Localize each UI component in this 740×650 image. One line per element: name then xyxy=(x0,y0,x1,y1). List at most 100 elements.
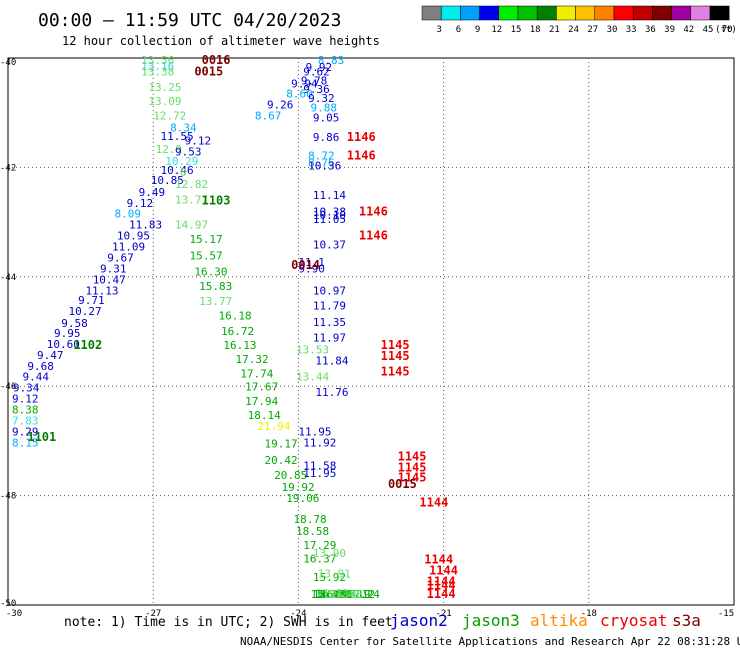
wave-height-value: 9.12 xyxy=(185,134,212,147)
wave-height-value: 12.9 xyxy=(156,143,183,156)
wave-height-value: 11.76 xyxy=(315,386,348,399)
wave-height-value: 9.90 xyxy=(298,262,325,275)
colorbar-swatch xyxy=(594,5,615,21)
pass-time-label: 1103 xyxy=(202,194,231,208)
wave-height-value: 20.42 xyxy=(265,454,298,467)
wave-height-value: 9.78 xyxy=(301,74,328,87)
colorbar-swatch xyxy=(632,5,653,21)
wave-height-value: 13.25 xyxy=(148,81,181,94)
wave-height-value: 14.98 xyxy=(330,588,363,601)
wave-height-value: 9.12 xyxy=(12,393,39,406)
pass-time-label: 1144 xyxy=(427,574,456,588)
wave-height-value: 9.36 xyxy=(303,83,330,96)
wave-height-value: 18.78 xyxy=(294,513,327,526)
wave-height-value: 11.55 xyxy=(160,130,193,143)
colorbar-swatch xyxy=(479,5,500,21)
wave-height-value: 17.24 xyxy=(347,588,380,601)
wave-height-value: 19.17 xyxy=(265,437,298,450)
legend-entry-jason3: jason3 xyxy=(462,611,520,630)
wave-height-value: 11.14 xyxy=(313,189,346,202)
wave-height-value: 13.09 xyxy=(148,95,181,108)
wave-height-value: 11.97 xyxy=(313,331,346,344)
colorbar-swatch xyxy=(671,5,692,21)
wave-height-value: 17.94 xyxy=(245,395,278,408)
wave-height-value: 9.44 xyxy=(23,371,50,384)
wave-height-value: 9.29 xyxy=(12,425,39,438)
wave-height-value: 12.72 xyxy=(153,109,186,122)
colorbar-legend: 3 6 9 12 15 18 21 24 27 30 33 36 39 42 45 70(ft) xyxy=(421,5,737,35)
wave-height-value: 15.83 xyxy=(199,280,232,293)
wave-height-value: 9.58 xyxy=(61,317,88,330)
colorbar-swatch xyxy=(440,5,461,21)
wave-height-value: 14.97 xyxy=(175,219,208,232)
wave-height-value: 10.46 xyxy=(160,164,193,177)
wave-height-value: 8.09 xyxy=(114,208,141,221)
wave-height-value: 16.30 xyxy=(194,266,227,279)
wave-height-value: 16.12 xyxy=(342,588,375,601)
colorbar-label: 24 xyxy=(568,25,579,35)
wave-height-value: 20.85 xyxy=(274,469,307,482)
colorbar-label: 9 xyxy=(475,25,480,35)
wave-height-value: 18.14 xyxy=(248,409,281,422)
wave-height-value: 13.77 xyxy=(175,194,208,207)
pass-time-label: 1144 xyxy=(419,496,448,510)
note-text: note: 1) Time is in UTC; 2) SWH is in fe… xyxy=(64,615,393,630)
pass-time-label: 1146 xyxy=(359,229,388,243)
colorbar-label: 18 xyxy=(530,25,541,35)
wave-height-value: 10.36 xyxy=(308,160,341,173)
wave-height-value: 11.83 xyxy=(129,219,162,232)
pass-time-label: 1144 xyxy=(424,552,453,566)
wave-height-value: 19.06 xyxy=(286,492,319,505)
wave-height-value: 8.34 xyxy=(170,121,197,134)
colorbar-swatch xyxy=(709,5,730,21)
pass-time-label: 0015 xyxy=(388,477,417,491)
wave-height-value: 9.31 xyxy=(100,262,127,275)
pass-time-label: 1146 xyxy=(347,130,376,144)
pass-time-label: 1144 xyxy=(429,563,458,577)
wave-height-value: 9.12 xyxy=(127,197,154,210)
pass-time-label: 0014 xyxy=(291,258,320,272)
colorbar-label: 6 xyxy=(456,25,461,35)
pass-time-label: 1145 xyxy=(381,338,410,352)
legend-entry-s3a: s3a xyxy=(672,611,701,630)
wave-height-value: 15.41 xyxy=(327,588,360,601)
colorbar-label: 12 xyxy=(491,25,502,35)
wave-height-value: 9.26 xyxy=(267,98,294,111)
pass-time-label: 1144 xyxy=(427,587,456,601)
wave-height-value: 13.38 xyxy=(141,66,174,79)
y-tick-label: -50 xyxy=(0,599,16,609)
wave-height-value: 12.82 xyxy=(175,178,208,191)
wave-height-value: 11.58 xyxy=(303,459,336,472)
colorbar-unit: (ft) xyxy=(715,25,737,35)
wave-height-value: 9.34 xyxy=(13,382,40,395)
wave-height-value: 11.95 xyxy=(298,425,331,438)
pass-time-label: 1145 xyxy=(381,349,410,363)
y-tick-label: -48 xyxy=(0,492,16,502)
wave-height-value: 9.95 xyxy=(54,327,80,340)
colorbar-swatch xyxy=(460,5,480,21)
wave-height-value: 9.62 xyxy=(303,66,330,79)
wave-height-value: 11.09 xyxy=(112,241,145,254)
wave-height-value: 10.85 xyxy=(151,174,184,187)
pass-time-label: 0015 xyxy=(194,65,223,79)
pass-time-label: 1144 xyxy=(427,579,456,593)
colorbar-swatch xyxy=(498,5,519,21)
wave-height-value: 8.72 xyxy=(308,150,335,163)
wave-height-value: 8.67 xyxy=(255,109,282,122)
wave-height-value: 13.84 xyxy=(323,588,356,601)
wave-height-value: 13.53 xyxy=(296,343,329,356)
wave-height-value: 16.18 xyxy=(219,309,252,322)
wave-height-value: 19.92 xyxy=(281,481,314,494)
pass-time-label: 1102 xyxy=(73,338,102,352)
chart-title: 00:00 – 11:59 UTC 04/20/2023 xyxy=(38,10,341,31)
colorbar-label: 27 xyxy=(587,25,598,35)
wave-height-value: 11.95 xyxy=(303,467,336,480)
wave-height-value: 11.1 xyxy=(298,256,325,269)
legend-entry-altika: altika xyxy=(530,611,588,630)
pass-time-label: 1145 xyxy=(398,461,427,475)
wave-height-value: 13.56 xyxy=(141,54,174,67)
colorbar-label: 21 xyxy=(549,25,560,35)
wave-height-value: 8.38 xyxy=(12,404,39,417)
wave-height-value: 9.47 xyxy=(37,349,64,362)
